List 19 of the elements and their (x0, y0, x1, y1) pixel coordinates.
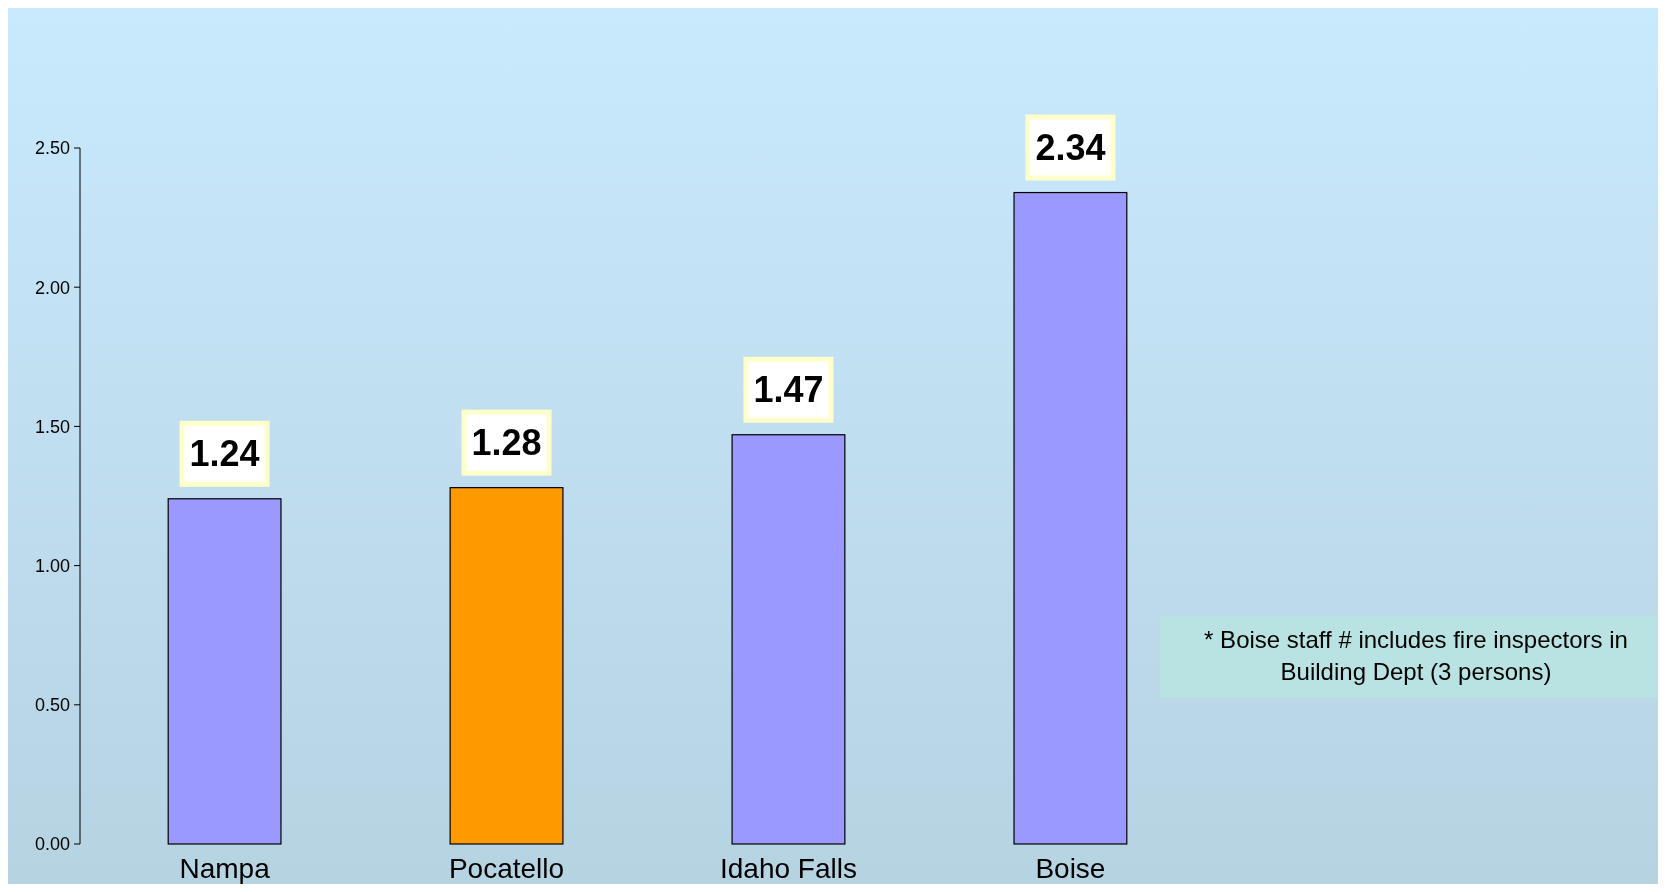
bar (1013, 191, 1128, 845)
x-tick-label: Nampa (179, 853, 271, 884)
data-label: 1.24 (189, 433, 260, 475)
y-tick-label: 1.50 (34, 416, 70, 437)
data-label: 1.28 (471, 422, 542, 464)
x-tick-label: Idaho Falls (719, 853, 857, 884)
data-label: 1.47 (753, 369, 824, 411)
y-tick-label: 0.50 (34, 695, 70, 716)
x-tick-label: Pocatello (448, 853, 565, 884)
y-tick-label: 2.50 (34, 138, 70, 159)
bar (731, 434, 846, 845)
x-tick-label: Boise (1035, 853, 1106, 884)
y-tick-label: 0.00 (34, 834, 70, 855)
bar (167, 498, 282, 845)
annotation: * Boise staff # includes fire inspectors in Building Dept (3 persons) (1204, 626, 1628, 685)
bar (449, 487, 564, 845)
data-label: 2.34 (1035, 127, 1106, 169)
y-tick-label: 2.00 (34, 277, 70, 298)
y-tick-label: 1.00 (34, 555, 70, 576)
